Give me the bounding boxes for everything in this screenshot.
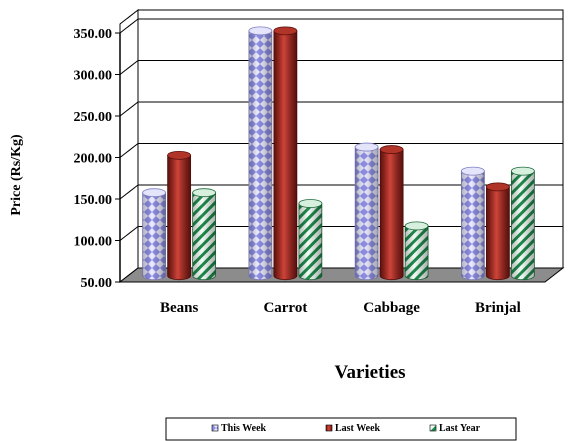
gridline-side — [119, 101, 139, 117]
bar — [379, 145, 404, 281]
bar-shade — [511, 171, 535, 280]
y-axis-title: Price (Rs/Kg) — [9, 134, 24, 216]
bar-shade — [380, 149, 404, 280]
x-axis-title: Varieties — [334, 362, 405, 383]
y-tick-label: 250.00 — [74, 110, 113, 125]
gridline-side — [119, 184, 139, 200]
bar-shade — [355, 147, 379, 280]
bar-top — [485, 182, 510, 192]
bar — [485, 182, 510, 281]
legend-swatch — [429, 424, 437, 432]
y-tick-label: 150.00 — [74, 193, 113, 208]
legend: This Week Last Week Last Year — [165, 417, 517, 441]
gridline-side — [119, 143, 139, 158]
bar-shade — [273, 30, 297, 280]
x-tick-label: Brinjal — [475, 300, 521, 316]
bar — [510, 166, 535, 281]
legend-swatch — [325, 424, 333, 432]
x-tick-label: Cabbage — [363, 300, 420, 316]
bar-top — [404, 221, 429, 231]
bar-shade — [248, 30, 272, 280]
y-tick-label: 50.00 — [81, 276, 113, 291]
bar-top — [460, 166, 485, 176]
gridline-side — [119, 18, 139, 34]
legend-box — [165, 417, 517, 441]
gridline-side — [119, 60, 139, 75]
bar-shade — [405, 225, 429, 280]
bar — [460, 166, 485, 281]
y-tick-label: 300.00 — [74, 69, 113, 84]
bar-shade — [461, 171, 485, 280]
bar-top — [273, 26, 298, 36]
y-tick-label: 100.00 — [74, 235, 113, 250]
bar-shade — [486, 186, 510, 280]
bar — [192, 188, 217, 281]
bar-top — [248, 26, 273, 36]
bar-shade — [142, 192, 166, 280]
bar-shade — [298, 203, 322, 280]
bar-top — [379, 145, 404, 154]
x-axis: Beans Carrot Cabbage Brinjal — [160, 300, 521, 316]
bar-top — [167, 150, 192, 160]
bar — [142, 188, 167, 281]
bar-top — [142, 188, 167, 198]
x-tick-label: Beans — [160, 300, 199, 316]
bar-top — [192, 188, 217, 198]
bar-top — [354, 142, 379, 152]
legend-swatch — [211, 424, 219, 432]
bar — [273, 26, 298, 281]
y-tick-label: 200.00 — [74, 152, 113, 167]
bar — [354, 142, 379, 281]
bars — [142, 26, 535, 281]
bar — [298, 199, 323, 281]
bar-shade — [192, 192, 216, 280]
legend-label: Last Year — [439, 423, 481, 434]
gridline-side — [119, 226, 139, 241]
x-tick-label: Carrot — [263, 300, 307, 316]
y-axis: 50.00 100.00 150.00 200.00 250.00 300.00 350.0… — [74, 27, 121, 291]
bar — [248, 26, 273, 281]
legend-label: Last Week — [335, 423, 381, 434]
bar-top — [510, 166, 535, 176]
bar-shade — [167, 155, 191, 280]
bar-top — [298, 199, 323, 208]
bar — [404, 221, 429, 281]
bar — [167, 150, 192, 281]
y-tick-label: 350.00 — [74, 27, 113, 42]
legend-label: This Week — [221, 423, 267, 434]
